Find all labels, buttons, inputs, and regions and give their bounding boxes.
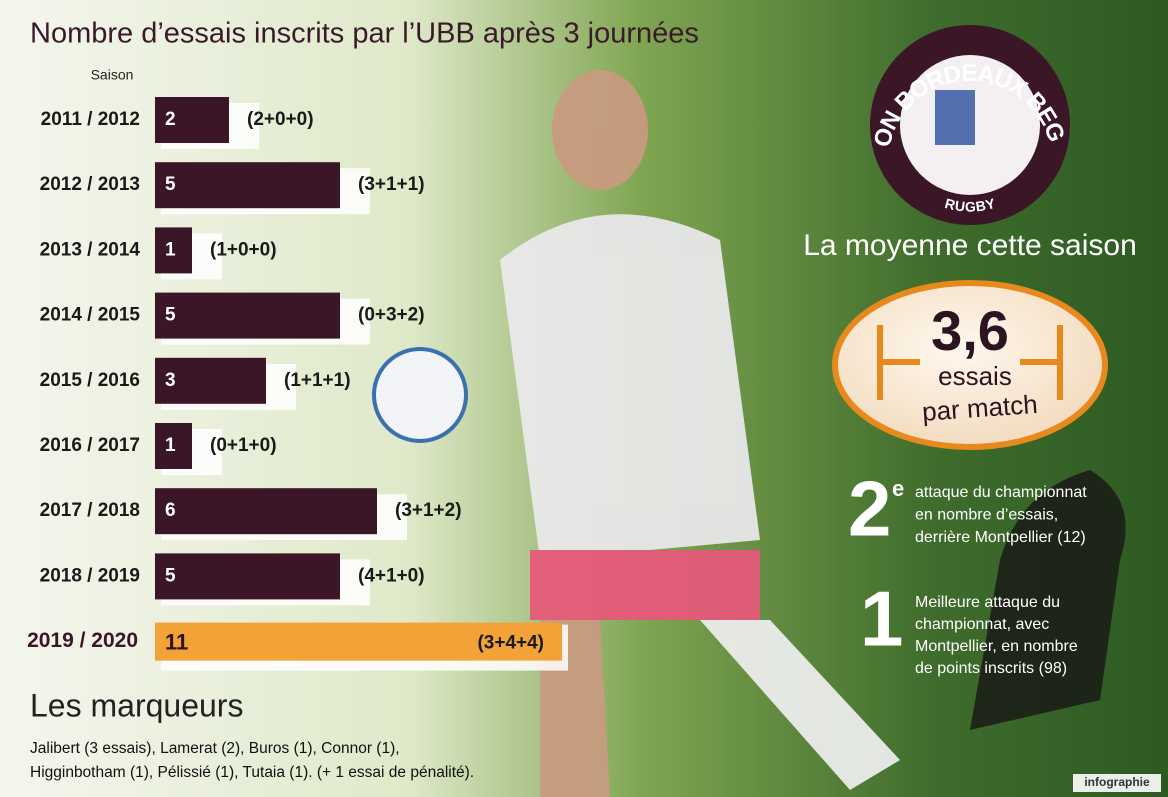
detail-label: (1+0+0) xyxy=(210,239,277,260)
logo-text: RUGBY xyxy=(943,195,997,215)
value-label: 5 xyxy=(165,305,176,326)
chart-title: Nombre d’essais inscrits par l’UBB après… xyxy=(30,18,699,50)
detail-label: (3+1+2) xyxy=(395,500,462,521)
bar xyxy=(155,488,377,535)
scorers-title: Les marqueurs xyxy=(30,687,243,723)
text-line: de points inscrits (98) xyxy=(915,660,1067,677)
value-label: 5 xyxy=(165,565,176,586)
category-label: 2015 / 2016 xyxy=(40,370,140,391)
bar xyxy=(155,423,192,469)
detail-label: (2+0+0) xyxy=(247,109,314,130)
detail-label: (4+1+0) xyxy=(358,565,425,586)
category-label: 2019 / 2020 xyxy=(27,629,138,652)
text-line: championnat, avec xyxy=(915,616,1049,633)
detail-label: (1+1+1) xyxy=(284,370,351,391)
rank: 2 xyxy=(848,465,891,553)
average-unit: essais xyxy=(938,361,1012,391)
rugby-ball xyxy=(372,347,468,443)
bar xyxy=(155,357,266,404)
bar xyxy=(155,162,340,209)
text-line: en nombre d’essais, xyxy=(915,507,1058,524)
best: 1 xyxy=(860,575,903,663)
rank-text: attaque du championnat en nombre d’essais… xyxy=(915,484,1087,546)
value-label: 6 xyxy=(165,500,176,521)
axis-label: Saison xyxy=(91,67,134,83)
value-label: 1 xyxy=(165,435,176,456)
category-label: 2013 / 2014 xyxy=(40,239,141,260)
detail-label: (3+4+4) xyxy=(477,633,544,654)
bar xyxy=(155,553,340,600)
average-ball xyxy=(832,280,1108,450)
category-label: 2014 / 2015 xyxy=(40,305,141,326)
text-line: Montpellier, en nombre xyxy=(915,638,1078,655)
bar xyxy=(155,227,192,274)
average-title: La moyenne cette saison xyxy=(803,229,1137,262)
value-label: 11 xyxy=(165,629,188,654)
category-label: 2012 / 2013 xyxy=(40,174,140,195)
value-label: 1 xyxy=(165,239,176,260)
bar xyxy=(155,292,340,339)
text-line: Jalibert (3 essais), Lamerat (2), Buros … xyxy=(30,740,400,757)
value-label: 3 xyxy=(165,370,176,391)
credit: infographie xyxy=(1084,775,1150,789)
detail-label: (0+3+2) xyxy=(358,305,425,326)
detail-label: (3+1+1) xyxy=(358,174,425,195)
text-line: derrière Montpellier (12) xyxy=(915,529,1086,546)
text-line: Meilleure attaque du xyxy=(915,594,1060,611)
value-label: 2 xyxy=(165,109,176,130)
category-label: 2011 / 2012 xyxy=(41,109,140,130)
category-label: 2017 / 2018 xyxy=(40,500,140,521)
detail-label: (0+1+0) xyxy=(210,435,277,456)
bars: 2011 / 2012 2 (2+0+0) 2012 / 2013 5 (3+1+1) 20… xyxy=(27,97,568,671)
category-label: 2016 / 2017 xyxy=(40,435,140,456)
text-line: attaque du championnat xyxy=(915,484,1087,501)
silhouette xyxy=(970,470,1126,730)
credit-box xyxy=(1073,774,1161,792)
category-label: 2018 / 2019 xyxy=(40,565,140,586)
bar xyxy=(155,97,229,143)
text-line: Higginbotham (1), Pélissié (1), Tutaia (… xyxy=(30,764,474,781)
scorers-text: Jalibert (3 essais), Lamerat (2), Buros … xyxy=(30,740,474,781)
best-text: Meilleure attaque du championnat, avec Mon… xyxy=(915,594,1078,677)
bar xyxy=(155,622,562,661)
average-value: 3,6 xyxy=(931,299,1009,362)
logo-bottom: RUGBY xyxy=(943,195,997,215)
value-label: 5 xyxy=(165,174,176,195)
rank-suffix: e xyxy=(892,476,904,501)
player xyxy=(500,70,900,797)
